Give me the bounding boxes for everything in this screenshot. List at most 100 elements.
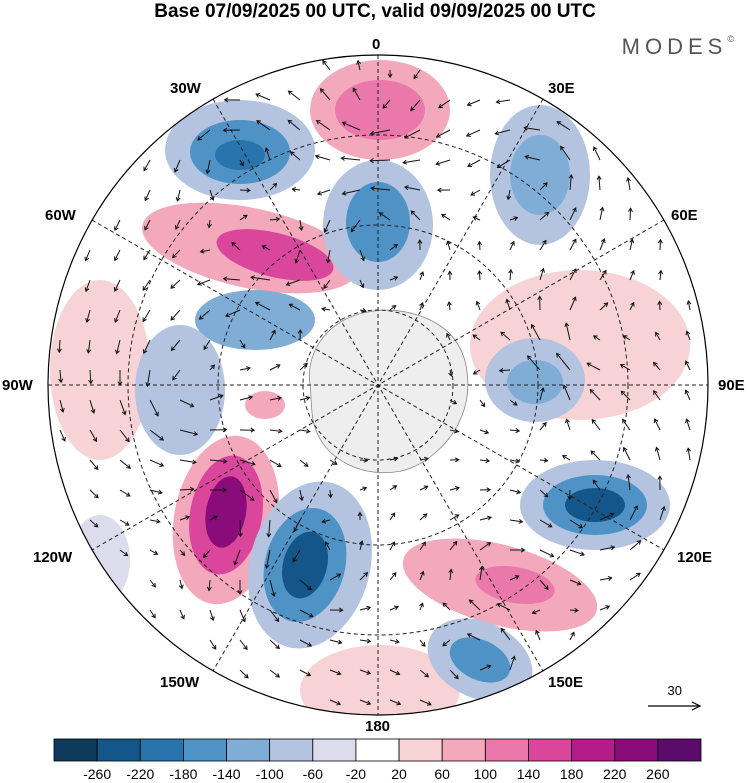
- wind-vector-head: [366, 605, 372, 611]
- wind-vector: [89, 399, 95, 414]
- lon-label-180: 180: [365, 718, 391, 735]
- wind-vector: [329, 669, 341, 675]
- wind-vector: [599, 270, 607, 281]
- wind-vector: [179, 609, 185, 620]
- wind-vector-head: [413, 74, 418, 80]
- wind-vector-head: [250, 275, 255, 281]
- wind-vector-head: [390, 512, 396, 518]
- wind-vector-head: [254, 301, 260, 307]
- wind-vector: [569, 297, 577, 311]
- wind-vector-head: [206, 223, 212, 229]
- wind-vector: [290, 151, 301, 161]
- wind-vector-head: [393, 456, 399, 462]
- wind-vector: [629, 239, 633, 251]
- wind-vector-head: [562, 384, 568, 390]
- colorbar-tick-label: 100: [473, 766, 498, 782]
- wind-vector: [209, 639, 217, 650]
- wind-vector: [629, 270, 635, 281]
- wind-vector-head: [393, 275, 399, 281]
- wind-vector: [539, 549, 554, 558]
- wind-vector: [239, 459, 256, 465]
- wind-vector-head: [419, 602, 424, 608]
- wind-vector-head: [189, 486, 195, 492]
- wind-vector: [269, 489, 278, 503]
- wind-vector-head: [142, 317, 147, 323]
- colorbar-segment: [528, 738, 573, 762]
- wind-vector: [509, 429, 520, 432]
- colorbar-tick-label: -100: [255, 766, 284, 782]
- wind-vector-head: [448, 568, 454, 574]
- wind-vector-head: [205, 169, 211, 175]
- wind-vector: [419, 513, 428, 521]
- wind-vector-head: [56, 348, 62, 354]
- wind-vector: [532, 609, 541, 614]
- wind-vector-head: [316, 190, 322, 196]
- wind-vector: [419, 699, 432, 706]
- wind-vector: [342, 189, 361, 195]
- wind-vector: [250, 276, 271, 281]
- wind-vector-head: [356, 59, 362, 65]
- wind-vector-head: [357, 511, 363, 517]
- wind-vector: [119, 399, 126, 415]
- wind-vector-head: [275, 673, 281, 678]
- wind-vector: [266, 549, 271, 569]
- wind-vector-head: [332, 460, 338, 465]
- wind-vector-head: [419, 271, 425, 277]
- wind-vector: [325, 541, 331, 551]
- colorbar-tick-label: 60: [434, 766, 450, 782]
- wind-vector-head: [151, 582, 156, 588]
- wind-vector-head: [520, 547, 526, 553]
- wind-vector: [593, 146, 601, 161]
- wind-vector: [496, 99, 511, 103]
- wind-vector: [200, 249, 211, 253]
- wind-vector-head: [403, 134, 409, 139]
- wind-vector: [446, 333, 451, 341]
- wind-vector-head: [410, 210, 416, 216]
- wind-vector-head: [303, 462, 309, 467]
- wind-vector-head: [249, 496, 255, 501]
- wind-vector: [142, 279, 151, 291]
- wind-vector: [389, 572, 397, 581]
- wind-vector-head: [441, 213, 446, 219]
- lon-label-120e: 120E: [677, 549, 713, 566]
- wind-vector-head: [273, 498, 278, 504]
- wind-vector-head: [622, 335, 628, 340]
- wind-vector-head: [547, 523, 553, 528]
- wind-vector-head: [298, 226, 304, 232]
- wind-vector: [509, 656, 515, 671]
- wind-vector-head: [382, 104, 388, 109]
- wind-vector-head: [369, 158, 374, 164]
- wind-vector-head: [323, 284, 328, 289]
- wind-vector-head: [155, 518, 161, 524]
- wind-vector-head: [170, 284, 176, 289]
- reference-vector: [648, 701, 702, 711]
- wind-vector-head: [352, 87, 358, 93]
- wind-vector: [269, 330, 276, 341]
- wind-vector: [379, 212, 391, 221]
- wind-vector-head: [271, 592, 276, 598]
- wind-vector-head: [239, 161, 244, 167]
- wind-vector: [509, 399, 518, 406]
- wind-vector-head: [264, 147, 270, 153]
- wind-vector: [315, 155, 331, 161]
- wind-vector-head: [255, 93, 261, 98]
- wind-vector-head: [288, 303, 294, 308]
- wind-vector-head: [366, 700, 372, 706]
- wind-vector: [499, 369, 511, 372]
- wind-vector: [179, 549, 185, 556]
- wind-vector-head: [403, 185, 409, 191]
- wind-vector-head: [85, 318, 91, 323]
- wind-vector: [359, 669, 371, 674]
- wind-vector: [172, 249, 181, 258]
- colorbar-tick-label: 20: [391, 766, 407, 782]
- wind-vector-head: [424, 456, 429, 462]
- wind-vector: [119, 459, 131, 469]
- wind-vector: [586, 362, 601, 371]
- wind-vector-head: [59, 407, 65, 413]
- wind-vector: [382, 99, 391, 109]
- wind-vector-head: [305, 428, 311, 434]
- wind-vector: [524, 127, 541, 131]
- wind-vector: [176, 189, 181, 202]
- wind-vector-head: [341, 121, 347, 126]
